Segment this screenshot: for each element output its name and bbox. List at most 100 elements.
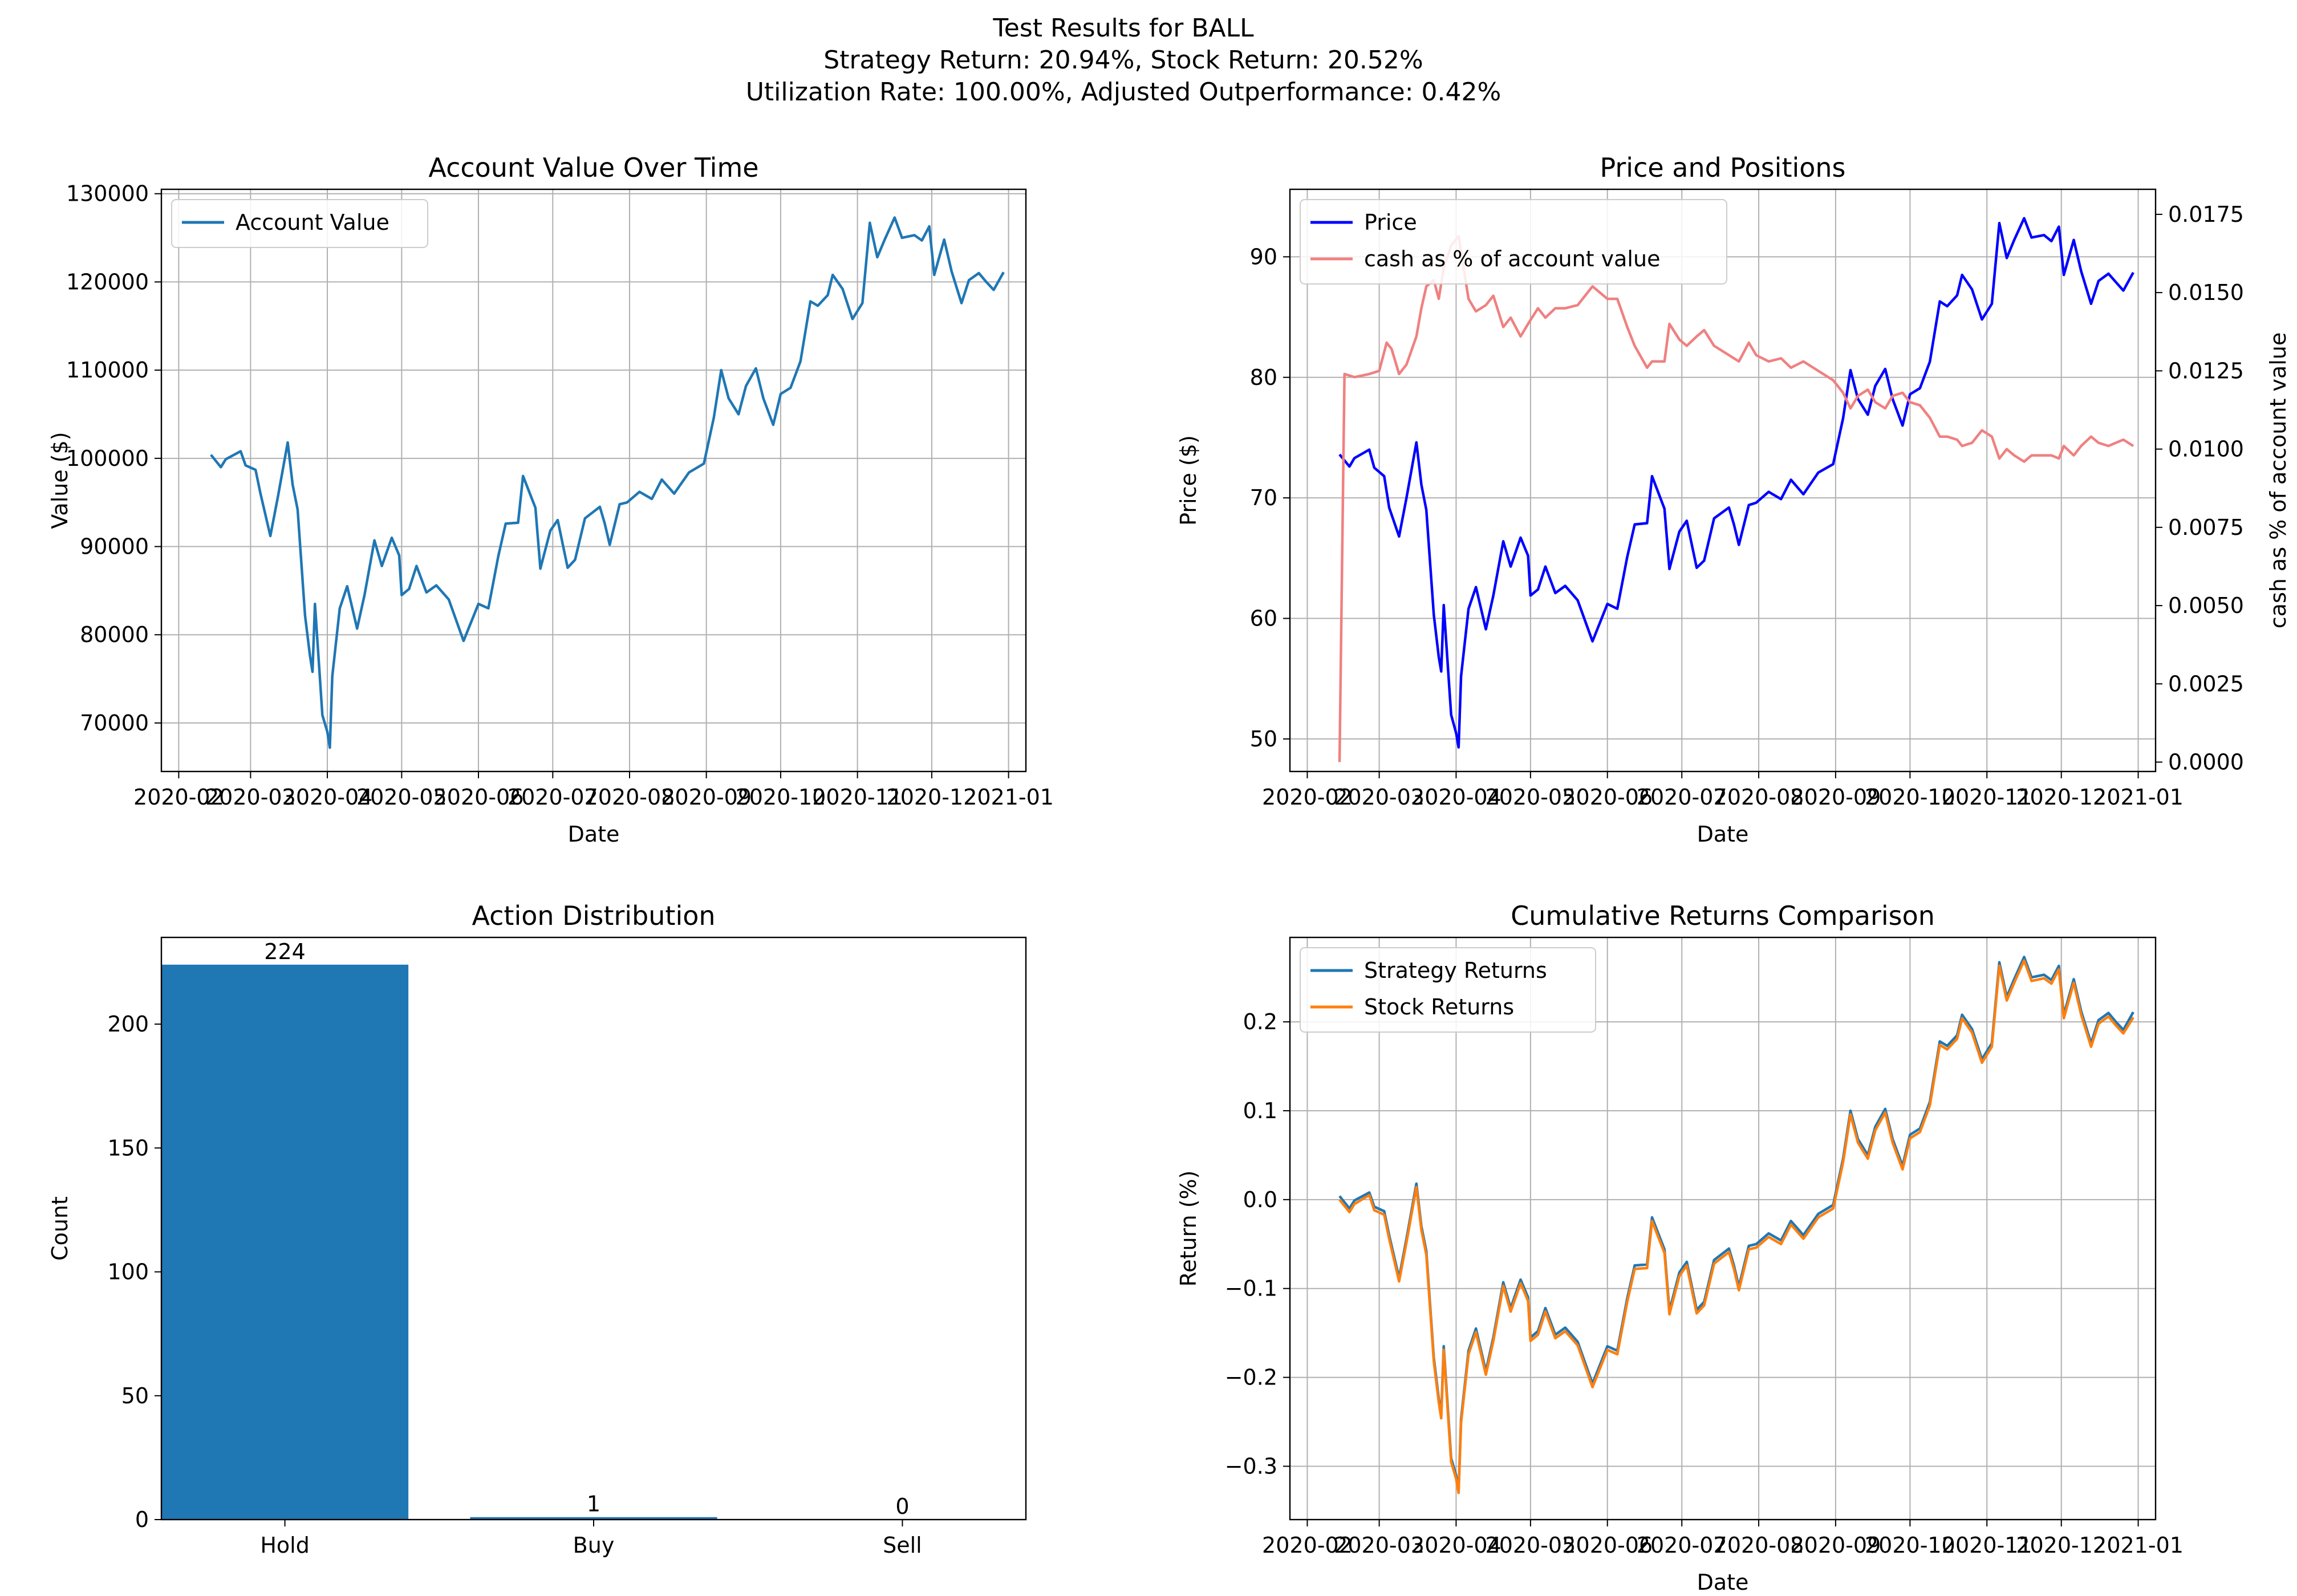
y-tick-label: 100000 bbox=[66, 446, 149, 471]
legend-box bbox=[171, 199, 428, 248]
axes-frame bbox=[160, 936, 1027, 1521]
x-tick-label: 2020-11 bbox=[812, 785, 903, 810]
y-tick-label: 200 bbox=[107, 1012, 149, 1037]
y-tick-label: 0.1 bbox=[1243, 1098, 1277, 1123]
axes-frame bbox=[160, 188, 1027, 773]
legend: Price cash as % of account value bbox=[1300, 199, 1727, 285]
y2-tick-label: 0.0175 bbox=[2168, 202, 2244, 227]
y-tick-label: 120000 bbox=[66, 269, 149, 294]
bar-value-label: 0 bbox=[895, 1494, 909, 1519]
legend-label: Account Value bbox=[236, 210, 389, 235]
x-tick-label: 2020-09 bbox=[661, 785, 752, 810]
y-tick-label: 110000 bbox=[66, 358, 149, 383]
cumulative-returns-chart: −0.3−0.2−0.10.00.10.22020-022020-032020-… bbox=[1176, 900, 2184, 1595]
x-tick-label: 2021-01 bbox=[963, 785, 1054, 810]
y-axis-label: Count bbox=[47, 1196, 72, 1261]
y-tick-label: 0.0 bbox=[1243, 1187, 1277, 1212]
chart-title: Action Distribution bbox=[472, 900, 715, 931]
x-tick-label: Sell bbox=[883, 1533, 922, 1558]
x-tick-label: 2020-11 bbox=[1942, 1533, 2032, 1558]
y-tick-label: 70000 bbox=[80, 710, 149, 736]
x-tick-label: Hold bbox=[260, 1533, 310, 1558]
x-tick-label: 2020-08 bbox=[1714, 1533, 1804, 1558]
legend-box bbox=[1300, 947, 1596, 1033]
y-tick-label: 130000 bbox=[66, 181, 149, 206]
series-line bbox=[1338, 959, 2134, 1495]
legend-label: cash as % of account value bbox=[1364, 246, 1660, 271]
axes-frame bbox=[1289, 188, 2157, 773]
y-tick-label: 100 bbox=[107, 1260, 149, 1285]
y2-axis-label: cash as % of account value bbox=[2266, 332, 2291, 628]
x-tick-label: 2020-12 bbox=[2016, 785, 2107, 810]
x-tick-label: 2020-06 bbox=[1562, 785, 1653, 810]
x-tick-label: 2020-10 bbox=[1865, 785, 1955, 810]
x-tick-label: 2020-06 bbox=[433, 785, 524, 810]
x-tick-label: 2020-08 bbox=[585, 785, 675, 810]
y-tick-label: 0.2 bbox=[1243, 1009, 1277, 1034]
chart-title: Account Value Over Time bbox=[428, 152, 758, 183]
y-tick-label: 0 bbox=[135, 1507, 149, 1532]
figure-title-line: Strategy Return: 20.94%, Stock Return: 2… bbox=[823, 46, 1423, 75]
x-tick-label: 2020-10 bbox=[736, 785, 826, 810]
figure-title: Test Results for BALL Strategy Return: 2… bbox=[746, 14, 1501, 107]
x-tick-label: Buy bbox=[573, 1533, 615, 1558]
x-tick-label: 2020-12 bbox=[2016, 1533, 2107, 1558]
x-tick-label: 2020-05 bbox=[356, 785, 447, 810]
y-tick-label: 150 bbox=[107, 1135, 149, 1160]
y-tick-label: 70 bbox=[1250, 485, 1277, 510]
x-tick-label: 2020-03 bbox=[1334, 1533, 1425, 1558]
x-tick-label: 2020-07 bbox=[508, 785, 598, 810]
legend-label: Strategy Returns bbox=[1364, 958, 1547, 983]
y2-tick-label: 0.0000 bbox=[2168, 750, 2244, 775]
y2-tick-label: 0.0075 bbox=[2168, 515, 2244, 540]
x-tick-label: 2020-05 bbox=[1486, 785, 1576, 810]
figure-title-line: Utilization Rate: 100.00%, Adjusted Outp… bbox=[746, 78, 1501, 107]
x-tick-label: 2021-01 bbox=[2093, 785, 2184, 810]
legend-label: Price bbox=[1364, 210, 1417, 235]
y2-tick-label: 0.0025 bbox=[2168, 671, 2244, 696]
account-value-chart: 70000 80000 90000 100000 110000 120000 130000 2… bbox=[47, 152, 1054, 847]
x-tick-label: 2020-09 bbox=[1791, 1533, 1881, 1558]
y2-tick-label: 0.0125 bbox=[2168, 358, 2244, 383]
y-tick-label: −0.2 bbox=[1225, 1365, 1277, 1390]
x-tick-label: 2020-02 bbox=[133, 785, 224, 810]
x-tick-label: 2020-05 bbox=[1486, 1533, 1576, 1558]
action-distribution-chart: 0 50 100 150 200 224 Hold 1 Buy 0 Sell Action Distr… bbox=[47, 900, 1027, 1558]
x-tick-label: 2020-02 bbox=[1262, 1533, 1353, 1558]
y-tick-label: 90 bbox=[1250, 244, 1277, 269]
axes-frame bbox=[1289, 936, 2157, 1521]
x-axis-label: Date bbox=[568, 822, 620, 847]
bar-value-label: 224 bbox=[264, 939, 306, 964]
y-tick-label: 90000 bbox=[80, 534, 149, 559]
bar-buy bbox=[470, 1517, 717, 1520]
x-tick-label: 2020-12 bbox=[887, 785, 977, 810]
x-tick-label: 2020-03 bbox=[205, 785, 296, 810]
x-tick-label: 2020-04 bbox=[282, 785, 373, 810]
chart-title: Price and Positions bbox=[1600, 152, 1845, 183]
bar-hold bbox=[161, 964, 409, 1520]
x-tick-label: 2020-04 bbox=[1411, 785, 1501, 810]
y-tick-label: −0.1 bbox=[1225, 1276, 1277, 1301]
y-axis-label: Value ($) bbox=[47, 432, 72, 529]
x-tick-label: 2020-08 bbox=[1714, 785, 1804, 810]
x-tick-label: 2020-06 bbox=[1562, 1533, 1653, 1558]
x-tick-label: 2021-01 bbox=[2093, 1533, 2184, 1558]
x-tick-label: 2020-04 bbox=[1411, 1533, 1501, 1558]
chart-title: Cumulative Returns Comparison bbox=[1511, 900, 1935, 931]
legend: Strategy Returns Stock Returns bbox=[1300, 947, 1596, 1033]
bar-value-label: 1 bbox=[587, 1492, 600, 1517]
y2-tick-label: 0.0150 bbox=[2168, 280, 2244, 305]
x-axis-label: Date bbox=[1697, 1570, 1749, 1595]
y-tick-label: 50 bbox=[1250, 726, 1277, 752]
y-tick-label: 80 bbox=[1250, 365, 1277, 390]
x-tick-label: 2020-09 bbox=[1791, 785, 1881, 810]
y-axis-label: Return (%) bbox=[1176, 1171, 1201, 1287]
price-positions-chart: 50607080902020-022020-032020-042020-0520… bbox=[1176, 152, 2291, 847]
x-axis-label: Date bbox=[1697, 822, 1749, 847]
series-line bbox=[1338, 217, 2134, 749]
y-tick-label: 60 bbox=[1250, 606, 1277, 631]
x-tick-label: 2020-07 bbox=[1637, 1533, 1727, 1558]
legend-label: Stock Returns bbox=[1364, 994, 1514, 1020]
y2-tick-label: 0.0100 bbox=[2168, 437, 2244, 462]
